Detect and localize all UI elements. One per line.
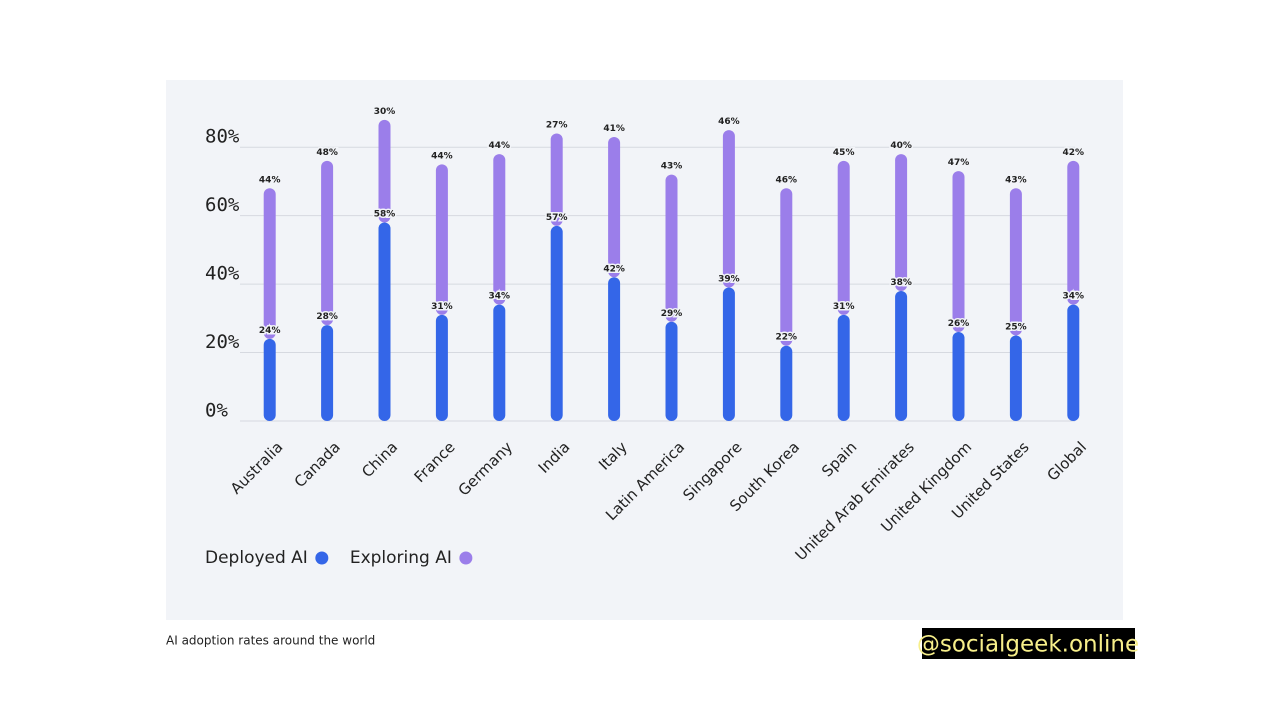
value-label: 34%: [1063, 292, 1085, 302]
bar-segment: [1009, 188, 1022, 336]
bar-segment: [665, 174, 678, 322]
bar-segment: [837, 314, 850, 421]
bar-segment: [435, 164, 448, 315]
bar-segment: [837, 160, 850, 315]
value-label: 22%: [776, 333, 798, 343]
value-label: 43%: [1005, 175, 1027, 185]
value-label: 30%: [374, 107, 396, 117]
value-label: 44%: [259, 175, 281, 185]
value-label: 46%: [776, 175, 798, 185]
value-label: 43%: [661, 162, 683, 172]
bar-segment: [722, 130, 735, 288]
bar-segment: [321, 160, 334, 326]
bar-segment: [378, 119, 391, 223]
bar-segment: [493, 304, 506, 421]
bar-segment: [780, 188, 793, 346]
bar-segment: [952, 171, 965, 333]
bar-segment: [952, 332, 965, 421]
y-tick-label: 20%: [205, 331, 240, 353]
value-label: 38%: [890, 278, 912, 288]
value-label: 40%: [890, 141, 912, 151]
bar-segment: [665, 321, 678, 421]
legend-marker: [459, 551, 473, 565]
value-label: 44%: [431, 151, 453, 161]
value-label: 42%: [603, 264, 625, 274]
y-tick-label: 80%: [205, 126, 240, 148]
value-label: 42%: [1063, 148, 1085, 158]
y-tick-label: 60%: [205, 194, 240, 216]
value-label: 31%: [833, 302, 855, 312]
value-label: 47%: [948, 158, 970, 168]
value-label: 29%: [661, 309, 683, 319]
bar-segment: [435, 314, 448, 421]
watermark-bg: [922, 628, 1135, 659]
bar-segment: [378, 222, 391, 421]
value-label: 27%: [546, 121, 568, 131]
bar-segment: [608, 136, 621, 278]
value-label: 25%: [1005, 322, 1027, 332]
value-label: 39%: [718, 275, 740, 285]
value-label: 46%: [718, 117, 740, 127]
value-label: 45%: [833, 148, 855, 158]
value-label: 26%: [948, 319, 970, 329]
value-label: 48%: [316, 148, 338, 158]
bar-segment: [895, 290, 908, 421]
value-label: 24%: [259, 326, 281, 336]
value-label: 28%: [316, 312, 338, 322]
y-tick-label: 0%: [205, 400, 228, 422]
bar-segment: [608, 277, 621, 421]
bar-segment: [1067, 304, 1080, 421]
value-label: 34%: [489, 292, 511, 302]
chart-panel: [166, 80, 1123, 620]
bar-segment: [1009, 335, 1022, 421]
y-tick-label: 40%: [205, 263, 240, 285]
bar-segment: [722, 287, 735, 421]
caption: AI adoption rates around the world: [166, 634, 375, 648]
legend-label: Exploring AI: [350, 548, 452, 568]
bar-segment: [263, 338, 276, 421]
value-label: 41%: [603, 124, 625, 134]
legend-marker: [315, 551, 329, 565]
legend-label: Deployed AI: [205, 548, 308, 568]
value-label: 57%: [546, 213, 568, 223]
watermark: @socialgeek.online: [917, 632, 1139, 658]
bar-segment: [321, 325, 334, 421]
bar-segment: [1067, 160, 1080, 305]
bar-segment: [493, 154, 506, 305]
value-label: 31%: [431, 302, 453, 312]
bar-segment: [263, 188, 276, 339]
bar-segment: [780, 345, 793, 421]
value-label: 44%: [489, 141, 511, 151]
bar-segment: [895, 154, 908, 291]
value-label: 58%: [374, 210, 396, 220]
bar-segment: [550, 133, 563, 226]
bar-segment: [550, 225, 563, 421]
